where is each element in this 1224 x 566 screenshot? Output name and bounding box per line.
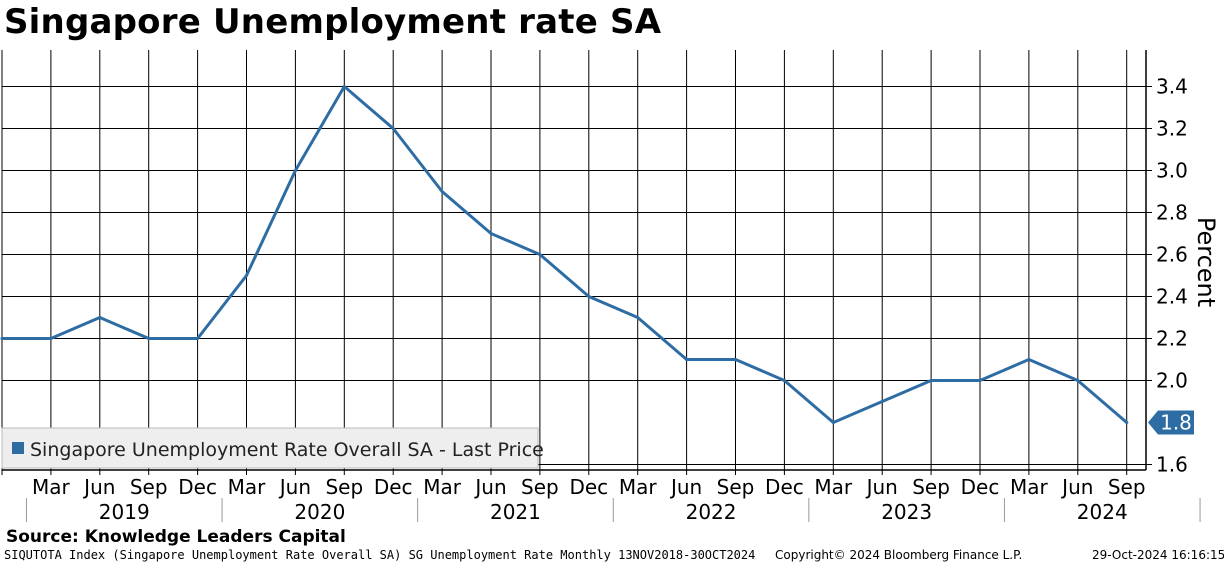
x-tick-label: Jun <box>1060 475 1093 499</box>
y-tick-label: 2.0 <box>1156 369 1188 393</box>
y-tick-label: 3.4 <box>1156 75 1188 99</box>
x-tick-label: Mar <box>32 475 71 499</box>
x-tick-label: Jun <box>473 475 506 499</box>
grid-lines <box>1 50 1146 470</box>
series-group <box>0 85 1129 424</box>
legend-label: Singapore Unemployment Rate Overall SA -… <box>30 439 544 461</box>
x-tick-label: Sep <box>130 475 168 499</box>
x-tick-label: Sep <box>325 475 363 499</box>
data-point <box>734 358 737 361</box>
x-tick-label: Mar <box>814 475 853 499</box>
data-point <box>1125 421 1129 424</box>
year-label: 2024 <box>1077 500 1128 524</box>
data-point <box>342 85 346 88</box>
data-point <box>880 400 884 403</box>
x-tick-label: Mar <box>1010 475 1049 499</box>
x-tick-label: Jun <box>82 475 115 499</box>
year-label: 2021 <box>490 500 541 524</box>
x-tick-label: Mar <box>423 475 462 499</box>
data-point <box>440 190 444 193</box>
data-point <box>831 421 835 424</box>
x-tick-label: Dec <box>765 475 804 499</box>
footer-copyright: Copyright© 2024 Bloomberg Finance L.P. <box>775 548 1023 562</box>
x-tick-label: Jun <box>865 475 898 499</box>
x-tick-label: Dec <box>178 475 217 499</box>
x-tick-label: Sep <box>1108 475 1146 499</box>
year-label: 2020 <box>294 500 345 524</box>
data-point <box>489 232 493 235</box>
x-tick-label: Sep <box>521 475 559 499</box>
x-tick-label: Sep <box>717 475 755 499</box>
data-point <box>1076 379 1080 382</box>
x-tick-label: Dec <box>961 475 1000 499</box>
data-point <box>978 379 982 382</box>
source-note: Source: Knowledge Leaders Capital <box>6 527 346 547</box>
x-tick-label: Sep <box>912 475 950 499</box>
last-value-text: 1.8 <box>1160 411 1192 435</box>
last-value-tag <box>1148 410 1194 435</box>
data-point <box>196 337 200 340</box>
year-labels: 2019 2020 2021 2022 2023 2024 <box>99 500 1128 524</box>
year-label: 2019 <box>99 500 150 524</box>
y-tick-label: 2.4 <box>1156 285 1188 309</box>
data-point <box>782 379 786 382</box>
legend: Singapore Unemployment Rate Overall SA -… <box>1 427 544 469</box>
data-point <box>587 295 591 298</box>
legend-box <box>1 427 539 469</box>
data-point <box>98 316 102 319</box>
chart-title: Singapore Unemployment rate SA <box>4 2 662 42</box>
x-tick-labels: Mar Jun Sep Dec Mar Jun Sep Dec Mar Jun Sep Dec Mar J… <box>32 475 1146 499</box>
data-point <box>147 337 151 340</box>
y-axis-label: Percent <box>1192 217 1220 307</box>
year-label: 2022 <box>686 500 737 524</box>
x-tick-label: Mar <box>619 475 658 499</box>
x-tick-label: Jun <box>278 475 311 499</box>
data-point <box>245 274 248 277</box>
footer-timestamp: 29-Oct-2024 16:16:15 <box>1092 548 1224 562</box>
data-point <box>49 337 53 340</box>
y-tick-label: 2.6 <box>1156 243 1188 267</box>
x-tick-label: Jun <box>669 475 702 499</box>
y-tick-labels: 1.6 2.0 2.2 2.4 2.6 2.8 3.0 3.2 3.4 <box>1156 75 1188 477</box>
y-tick-label: 3.0 <box>1156 159 1188 183</box>
x-tick-label: Dec <box>569 475 608 499</box>
y-tick-label: 1.6 <box>1156 453 1188 477</box>
legend-swatch <box>12 442 24 454</box>
axes <box>1 50 1201 522</box>
data-point <box>929 379 933 382</box>
data-point <box>538 253 542 256</box>
x-tick-label: Mar <box>228 475 267 499</box>
data-point <box>1027 358 1031 361</box>
data-point <box>636 316 640 319</box>
y-tick-label: 2.8 <box>1156 201 1188 225</box>
data-point <box>391 127 395 130</box>
data-point <box>0 337 4 340</box>
x-tick-label: Dec <box>374 475 413 499</box>
data-point <box>685 358 689 361</box>
footer-index-info: SIQUTOTA Index (Singapore Unemployment R… <box>4 548 756 562</box>
y-tick-label: 2.2 <box>1156 327 1188 351</box>
last-value-label: 1.8 <box>1148 410 1194 435</box>
y-tick-label: 3.2 <box>1156 117 1188 141</box>
series-line <box>0 85 1129 424</box>
year-label: 2023 <box>881 500 932 524</box>
data-point <box>293 169 297 172</box>
